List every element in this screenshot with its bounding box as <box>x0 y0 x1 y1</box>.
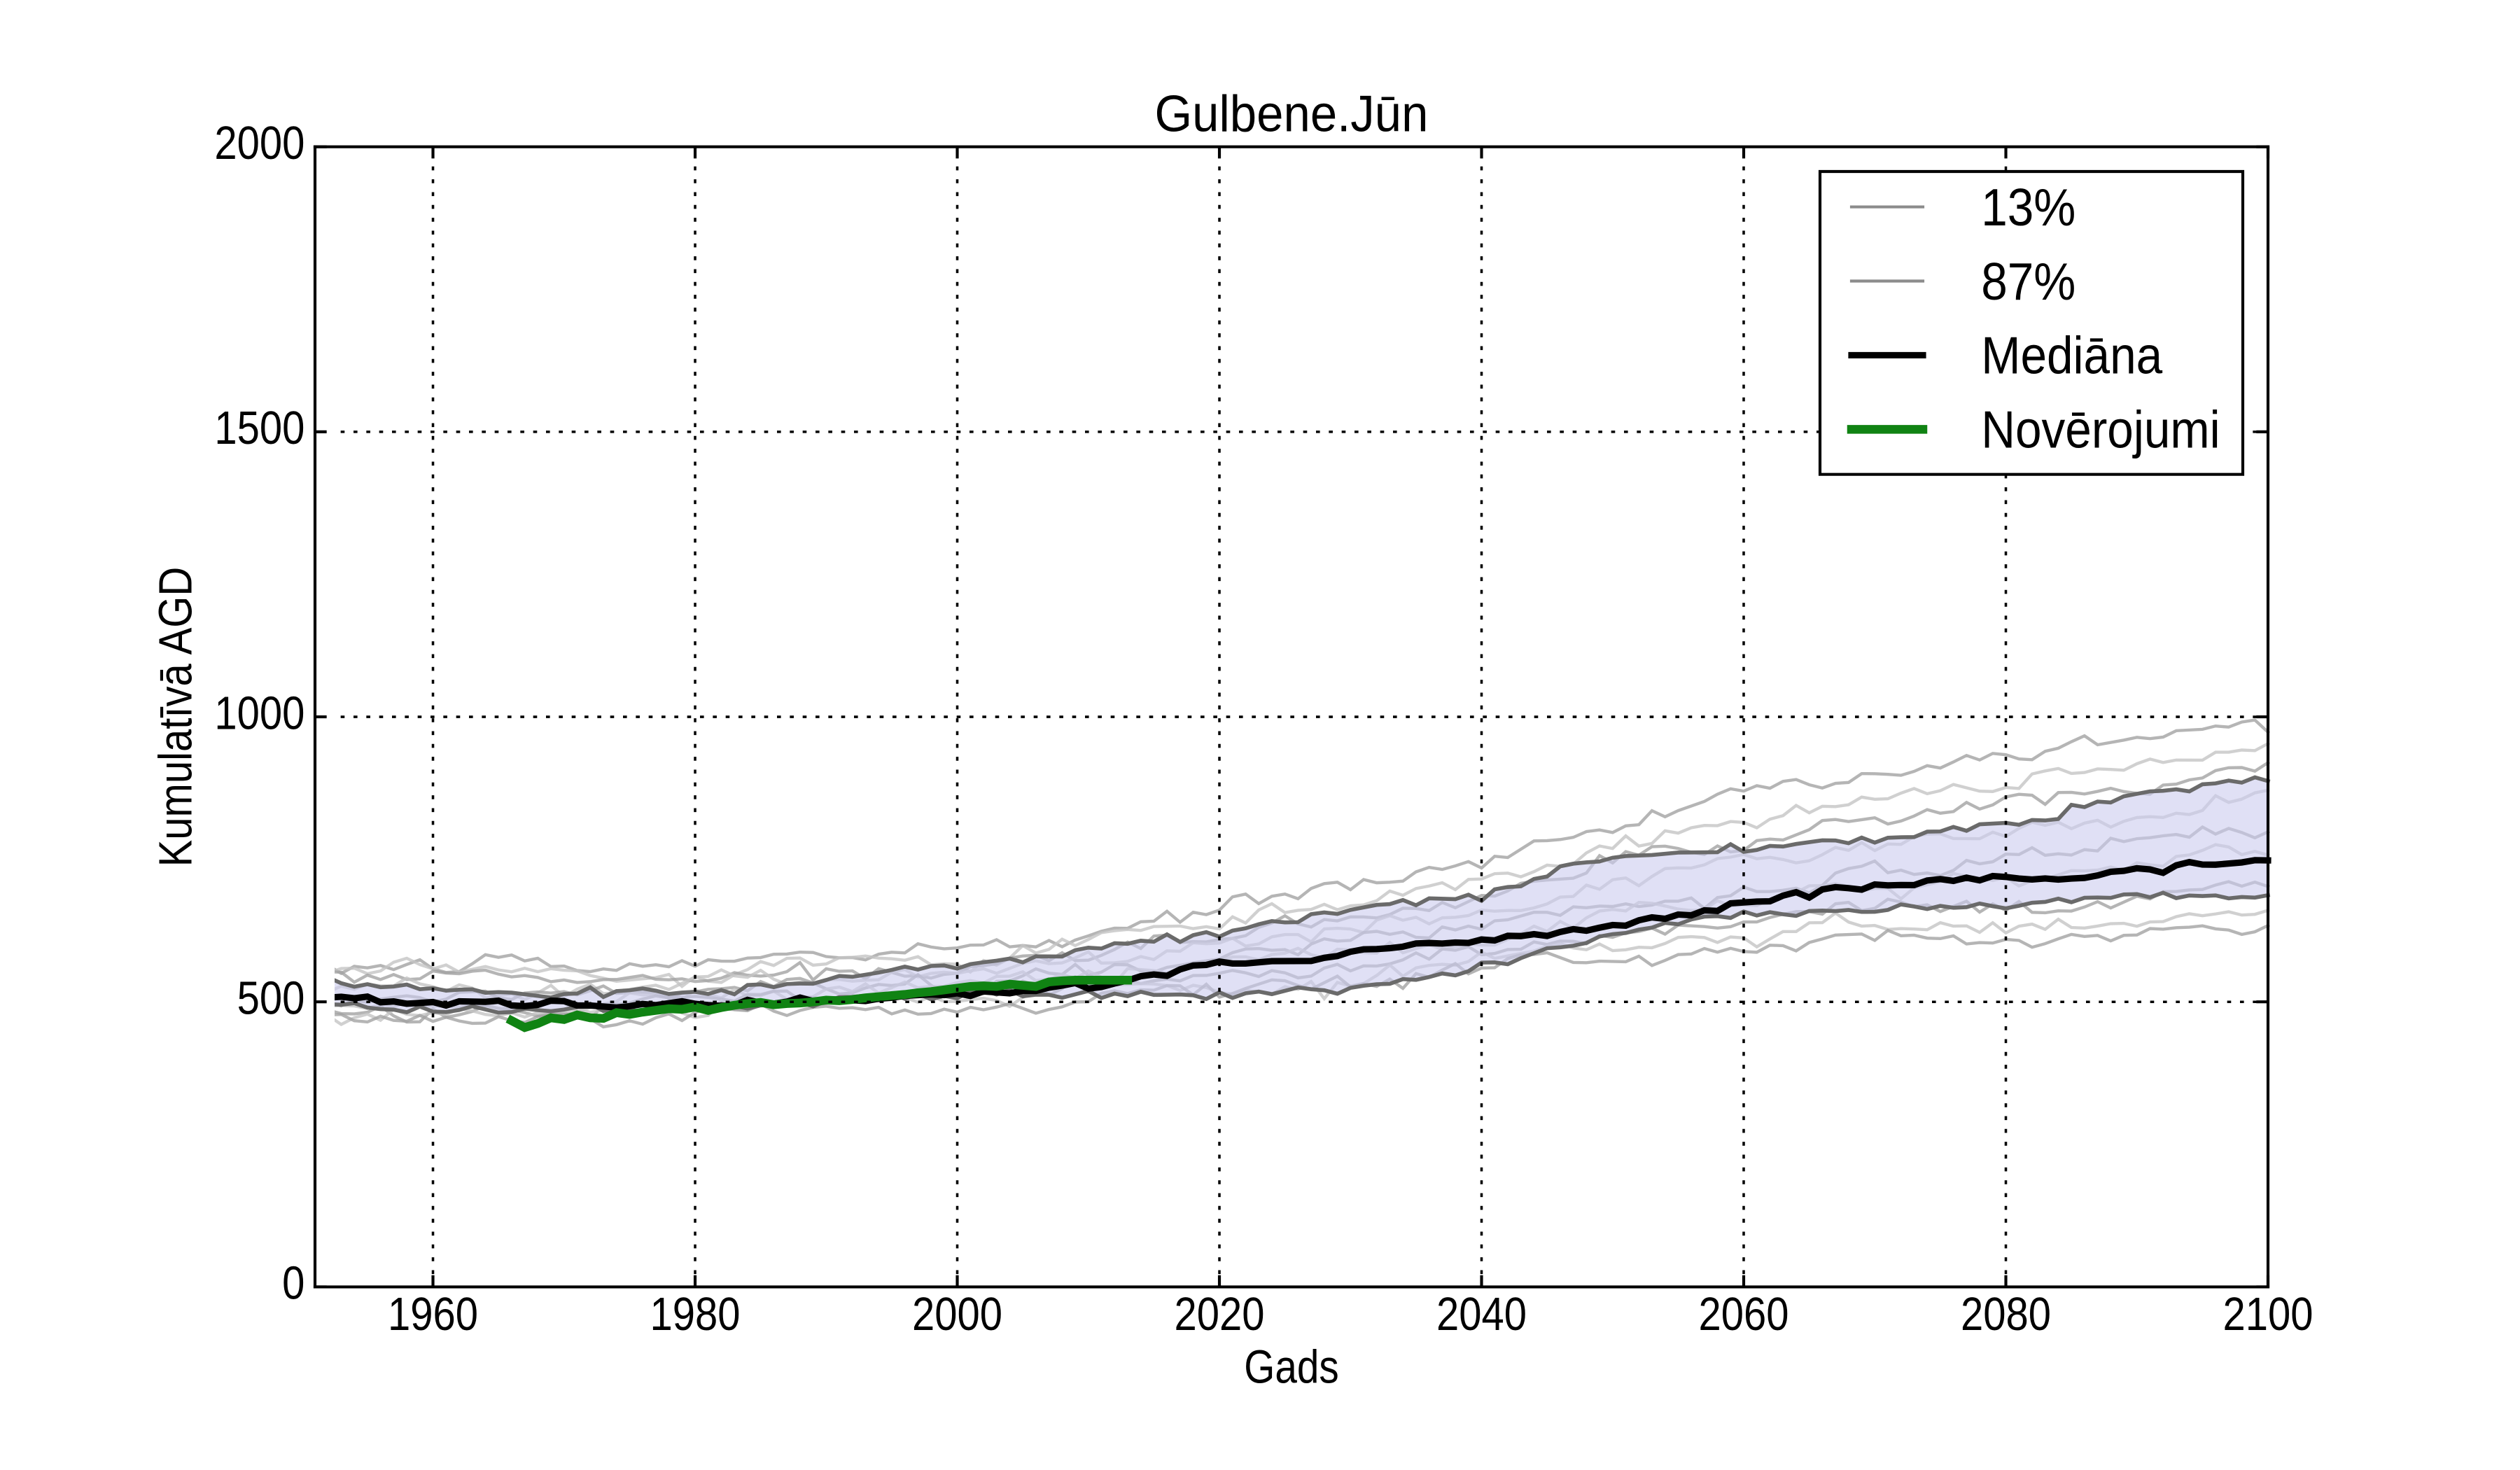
svg-text:2100: 2100 <box>2222 1289 2313 1340</box>
svg-text:1980: 1980 <box>650 1289 740 1340</box>
svg-text:1960: 1960 <box>388 1289 478 1340</box>
svg-text:Mediāna: Mediāna <box>1981 326 2162 385</box>
svg-text:0: 0 <box>282 1258 304 1310</box>
svg-text:Gads: Gads <box>1244 1342 1338 1394</box>
svg-text:87%: 87% <box>1981 252 2076 311</box>
svg-text:Kumulatīvā AGD: Kumulatīvā AGD <box>150 567 202 867</box>
svg-text:2000: 2000 <box>214 118 304 169</box>
svg-text:2000: 2000 <box>912 1289 1002 1340</box>
svg-text:1000: 1000 <box>214 687 304 739</box>
svg-text:2080: 2080 <box>1961 1289 2051 1340</box>
svg-text:500: 500 <box>237 972 305 1024</box>
svg-text:2040: 2040 <box>1436 1289 1527 1340</box>
svg-text:1500: 1500 <box>214 402 304 454</box>
svg-text:13%: 13% <box>1981 178 2076 237</box>
svg-text:Novērojumi: Novērojumi <box>1981 400 2220 459</box>
svg-text:2020: 2020 <box>1174 1289 1264 1340</box>
svg-text:Gulbene.Jūn: Gulbene.Jūn <box>1155 85 1429 142</box>
svg-text:2060: 2060 <box>1698 1289 1788 1340</box>
